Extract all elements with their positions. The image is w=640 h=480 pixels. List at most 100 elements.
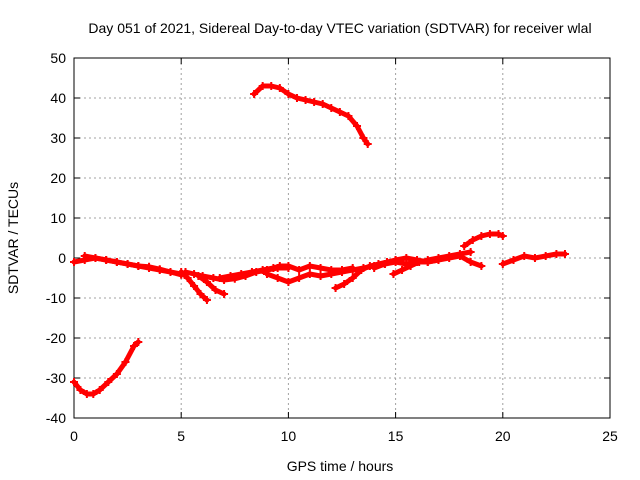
data-point <box>237 270 246 278</box>
series-arc-14 <box>498 250 569 268</box>
x-tick-label: 15 <box>388 428 404 444</box>
series-arc-5 <box>177 268 211 304</box>
data-point <box>340 280 349 288</box>
series-line <box>82 253 184 278</box>
data-point <box>134 262 143 270</box>
data-point <box>398 266 407 274</box>
data-point <box>91 254 100 262</box>
data-point <box>498 232 507 240</box>
x-tick-label: 25 <box>602 428 618 444</box>
data-point <box>466 248 475 256</box>
data-point <box>509 256 518 264</box>
series-line <box>195 273 227 297</box>
data-point <box>365 262 374 270</box>
data-point <box>130 342 139 350</box>
data-point <box>380 260 389 268</box>
data-point <box>275 262 284 270</box>
data-point <box>123 260 132 268</box>
y-axis-label: SDTVAR / TECUs <box>5 182 21 294</box>
data-point <box>316 264 325 272</box>
data-point <box>348 274 357 282</box>
data-point <box>494 230 503 238</box>
data-point <box>190 270 199 278</box>
y-tick-label: -40 <box>46 410 66 426</box>
data-point <box>389 270 398 278</box>
data-point <box>316 272 325 280</box>
data-point <box>445 252 454 260</box>
data-point <box>258 266 267 274</box>
data-point <box>181 268 190 276</box>
data-point <box>273 274 282 282</box>
y-tick-label: 40 <box>50 90 66 106</box>
y-tick-label: 30 <box>50 130 66 146</box>
data-point <box>70 378 78 386</box>
y-tick-label: -20 <box>46 330 66 346</box>
data-point <box>76 386 85 394</box>
series-arc-4 <box>80 252 186 279</box>
data-point <box>560 250 569 258</box>
data-point <box>269 264 278 272</box>
data-point <box>530 254 539 262</box>
data-point <box>363 140 372 148</box>
data-point <box>310 98 319 106</box>
data-point <box>295 274 304 282</box>
data-point <box>434 254 443 262</box>
data-point <box>190 282 199 290</box>
data-point <box>292 94 301 102</box>
data-point <box>284 90 293 98</box>
data-point <box>423 256 432 264</box>
data-point <box>406 262 415 270</box>
data-point <box>552 250 561 258</box>
x-tick-label: 5 <box>177 428 185 444</box>
data-point <box>331 284 340 292</box>
data-point <box>183 274 192 282</box>
x-tick-label: 20 <box>495 428 511 444</box>
data-point <box>95 386 104 394</box>
data-point <box>353 122 362 130</box>
data-point <box>348 266 357 274</box>
data-point <box>211 286 220 294</box>
data-point <box>104 378 113 386</box>
data-point <box>477 262 486 270</box>
data-point <box>70 258 78 266</box>
y-tick-label: 20 <box>50 170 66 186</box>
y-tick-label: 10 <box>50 210 66 226</box>
series-arc-1 <box>70 338 143 398</box>
data-point <box>335 108 344 116</box>
data-point <box>275 84 284 92</box>
chart-title: Day 051 of 2021, Sidereal Day-to-day VTE… <box>88 20 591 36</box>
series-arc-7 <box>194 272 229 298</box>
data-point <box>460 242 469 250</box>
data-point <box>262 270 271 278</box>
data-point <box>541 252 550 260</box>
data-point <box>295 266 304 274</box>
data-point <box>145 262 154 271</box>
data-point <box>226 272 235 280</box>
series-line <box>71 339 141 397</box>
data-point <box>267 82 276 90</box>
data-point <box>338 268 346 276</box>
series-arc-13 <box>460 230 507 250</box>
data-point <box>477 232 486 240</box>
data-point <box>202 278 211 286</box>
x-tick-label: 10 <box>281 428 297 444</box>
x-axis-label: GPS time / hours <box>287 458 394 474</box>
data-point <box>305 262 314 270</box>
data-point <box>370 264 379 272</box>
data-point <box>134 338 143 346</box>
data-point <box>215 274 224 282</box>
data-point <box>485 230 494 238</box>
data-point <box>247 268 256 276</box>
data-point <box>359 134 368 142</box>
data-point <box>498 260 507 268</box>
data-point <box>402 254 411 262</box>
x-tick-label: 0 <box>70 428 78 444</box>
y-tick-label: 0 <box>58 250 66 266</box>
data-point <box>344 112 353 120</box>
plot-frame <box>73 57 611 419</box>
y-tick-label: -10 <box>46 290 66 306</box>
series-arc-2 <box>250 82 372 148</box>
data-point <box>468 236 477 244</box>
series-arc-12 <box>389 248 475 278</box>
